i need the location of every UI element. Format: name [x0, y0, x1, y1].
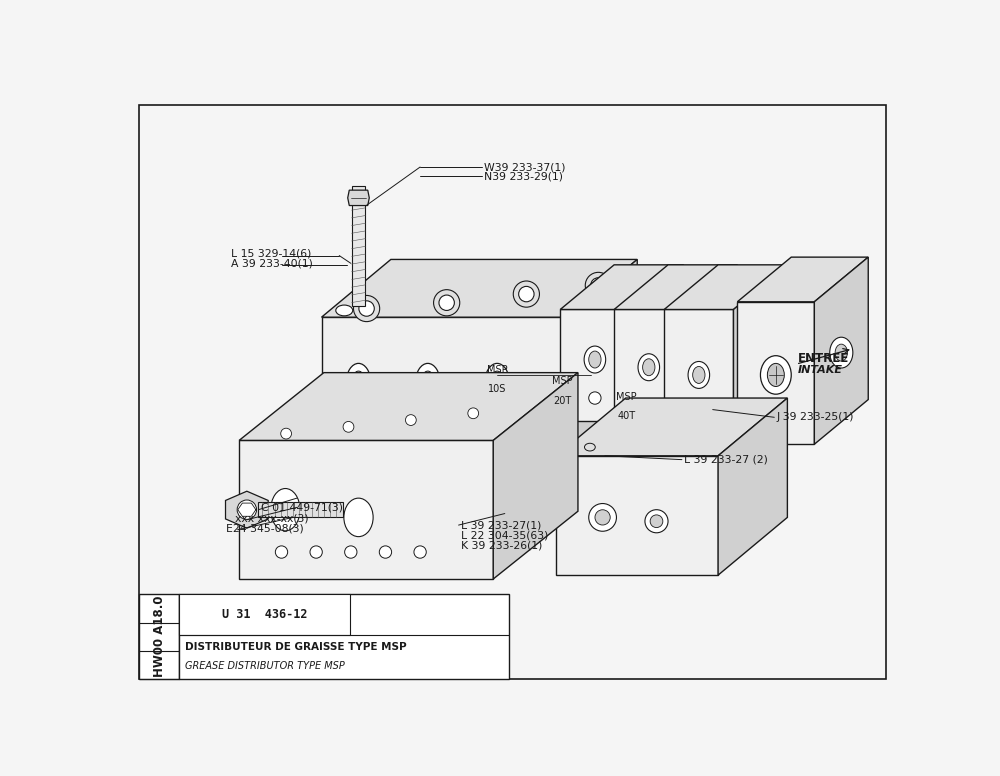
Polygon shape: [560, 265, 683, 310]
Ellipse shape: [760, 355, 791, 394]
Ellipse shape: [638, 354, 660, 381]
Circle shape: [591, 278, 606, 293]
Ellipse shape: [490, 371, 504, 394]
Ellipse shape: [336, 305, 353, 316]
Circle shape: [693, 407, 705, 420]
Polygon shape: [239, 441, 493, 579]
Circle shape: [439, 295, 454, 310]
Polygon shape: [737, 302, 814, 444]
Ellipse shape: [346, 363, 371, 402]
Circle shape: [345, 546, 357, 558]
Circle shape: [585, 272, 611, 299]
Circle shape: [589, 392, 601, 404]
Polygon shape: [718, 398, 787, 575]
Polygon shape: [493, 372, 578, 579]
Circle shape: [414, 546, 426, 558]
Circle shape: [281, 428, 292, 439]
Polygon shape: [348, 190, 369, 206]
Text: MSP: MSP: [616, 392, 637, 402]
Text: L 15 329-14(6): L 15 329-14(6): [231, 248, 312, 258]
Circle shape: [768, 415, 784, 431]
Circle shape: [434, 289, 460, 316]
Polygon shape: [322, 259, 637, 317]
Text: W39 233-37(1): W39 233-37(1): [484, 162, 566, 172]
Polygon shape: [814, 257, 868, 444]
Ellipse shape: [693, 366, 705, 383]
Bar: [352, 186, 365, 307]
Ellipse shape: [584, 443, 595, 451]
Text: MSP: MSP: [487, 365, 507, 375]
Polygon shape: [683, 265, 737, 429]
Ellipse shape: [830, 338, 853, 368]
Text: DISTRIBUTEUR DE GRAISSE TYPE MSP: DISTRIBUTEUR DE GRAISSE TYPE MSP: [185, 642, 407, 652]
Circle shape: [359, 301, 374, 317]
Text: L 39 233-27(1): L 39 233-27(1): [461, 520, 541, 530]
Bar: [258, 502, 343, 518]
Polygon shape: [239, 372, 578, 441]
Ellipse shape: [589, 351, 601, 368]
Circle shape: [645, 510, 668, 533]
Polygon shape: [664, 310, 733, 437]
Text: ENTREE: ENTREE: [797, 352, 849, 365]
Circle shape: [513, 281, 539, 307]
Polygon shape: [322, 317, 568, 452]
Circle shape: [772, 419, 780, 427]
Polygon shape: [556, 398, 787, 456]
Polygon shape: [630, 265, 683, 421]
Circle shape: [353, 296, 380, 321]
Bar: [139, 594, 179, 679]
Ellipse shape: [643, 359, 655, 376]
Circle shape: [237, 500, 257, 519]
Ellipse shape: [352, 371, 365, 394]
Ellipse shape: [688, 362, 710, 389]
Ellipse shape: [485, 363, 509, 402]
Ellipse shape: [344, 498, 373, 537]
Text: 20T: 20T: [553, 396, 572, 406]
Polygon shape: [560, 310, 630, 421]
Polygon shape: [568, 259, 637, 452]
Text: GREASE DISTRIBUTOR TYPE MSP: GREASE DISTRIBUTOR TYPE MSP: [185, 661, 345, 671]
Polygon shape: [737, 257, 868, 302]
Polygon shape: [556, 456, 718, 575]
Circle shape: [275, 546, 288, 558]
Circle shape: [310, 546, 322, 558]
Text: HW00 A18.0: HW00 A18.0: [153, 596, 166, 677]
Circle shape: [589, 504, 616, 532]
Text: C 01 449-71(3): C 01 449-71(3): [261, 502, 343, 512]
Circle shape: [379, 546, 392, 558]
Text: L 39 233-27 (2): L 39 233-27 (2): [684, 455, 768, 465]
Circle shape: [643, 400, 655, 412]
Circle shape: [595, 510, 610, 525]
Polygon shape: [733, 265, 787, 437]
Ellipse shape: [767, 363, 784, 386]
Ellipse shape: [421, 371, 435, 394]
Text: MSP: MSP: [552, 376, 573, 386]
Circle shape: [650, 515, 663, 528]
Text: L 22 304-35(63): L 22 304-35(63): [461, 530, 548, 540]
Polygon shape: [664, 265, 787, 310]
Circle shape: [468, 408, 479, 419]
Circle shape: [343, 421, 354, 432]
Text: E24 345-08(3): E24 345-08(3): [226, 524, 304, 534]
Text: A 39 233-40(1): A 39 233-40(1): [231, 258, 313, 268]
Ellipse shape: [584, 346, 606, 373]
Ellipse shape: [835, 344, 847, 361]
Text: xxx xxx-xx(3): xxx xxx-xx(3): [235, 514, 309, 524]
Text: 10S: 10S: [488, 384, 506, 394]
Text: N39 233-29(1): N39 233-29(1): [484, 171, 563, 182]
Bar: [179, 594, 509, 679]
Text: J 39 233-25(1): J 39 233-25(1): [777, 412, 854, 422]
Polygon shape: [226, 491, 268, 528]
Circle shape: [405, 414, 416, 425]
Ellipse shape: [415, 363, 440, 402]
Ellipse shape: [271, 489, 300, 531]
Polygon shape: [614, 310, 683, 429]
Polygon shape: [614, 265, 737, 310]
Circle shape: [519, 286, 534, 302]
Text: 40T: 40T: [617, 411, 636, 421]
Text: INTAKE: INTAKE: [797, 365, 842, 375]
Bar: [179, 594, 350, 635]
Text: U 31  436-12: U 31 436-12: [222, 608, 308, 622]
Text: K 39 233-26(1): K 39 233-26(1): [461, 540, 542, 550]
